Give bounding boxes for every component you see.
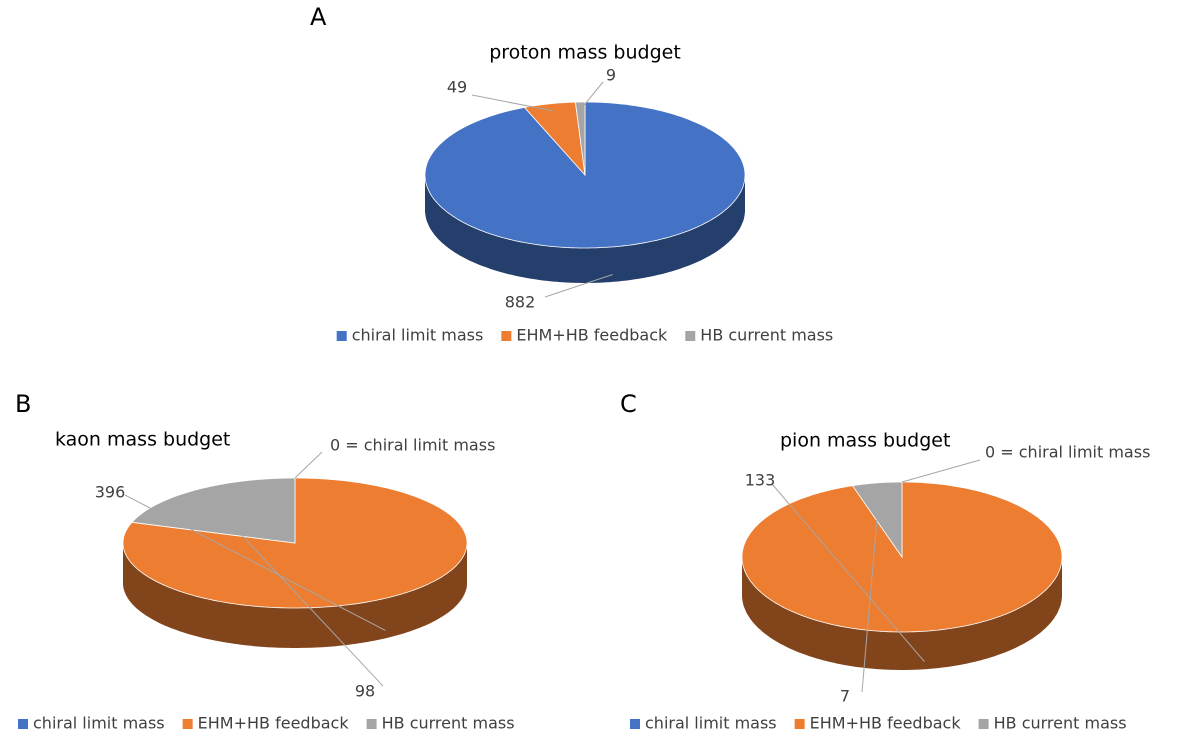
- legend-swatch: [182, 719, 193, 729]
- leader-line: [901, 459, 981, 483]
- slice-side: [742, 557, 1062, 670]
- pie-slice: [574, 101, 586, 176]
- chart-title: proton mass budget: [489, 42, 681, 64]
- data-label: 7: [840, 687, 850, 706]
- legend-swatch: [685, 331, 696, 341]
- leader-line: [580, 81, 604, 110]
- panel-label: B: [15, 390, 31, 418]
- legend-label: HB current mass: [994, 714, 1127, 733]
- slice-side: [123, 543, 467, 648]
- legend: chiral limit mass EHM+HB feedback HB curre…: [18, 714, 515, 733]
- legend: chiral limit mass EHM+HB feedback HB curre…: [630, 714, 1127, 733]
- data-label: 882: [505, 293, 536, 312]
- data-label: 49: [447, 78, 467, 97]
- legend-swatch: [501, 331, 512, 341]
- slice-side: [425, 175, 745, 283]
- data-label: 133: [745, 471, 776, 490]
- legend-swatch: [794, 719, 805, 729]
- legend: chiral limit mass EHM+HB feedback HB curre…: [336, 326, 833, 345]
- legend-swatch: [336, 331, 347, 341]
- leader-line: [544, 274, 613, 298]
- panel-label: A: [310, 3, 327, 31]
- leader-line: [124, 494, 386, 631]
- legend-swatch: [978, 719, 989, 729]
- leader-line: [861, 490, 880, 693]
- chart-title: kaon mass budget: [55, 429, 230, 451]
- legend-label: chiral limit mass: [33, 714, 165, 733]
- legend-label: chiral limit mass: [645, 714, 777, 733]
- pie-slice: [131, 477, 296, 544]
- legend-swatch: [18, 719, 28, 729]
- chart-title: pion mass budget: [780, 430, 950, 452]
- legend-label: EHM+HB feedback: [516, 326, 668, 345]
- legend-swatch: [630, 719, 640, 729]
- legend-label: EHM+HB feedback: [810, 714, 962, 733]
- data-label: 0 = chiral limit mass: [330, 436, 495, 455]
- data-label: 9: [606, 66, 616, 85]
- data-label: 396: [95, 483, 126, 502]
- leader-line: [204, 495, 384, 687]
- legend-label: HB current mass: [382, 714, 515, 733]
- data-label: 98: [355, 682, 375, 701]
- legend-label: HB current mass: [700, 326, 833, 345]
- leader-line: [471, 94, 554, 112]
- leader-line: [294, 451, 323, 479]
- panel-label: C: [620, 390, 637, 418]
- leader-line: [771, 483, 925, 663]
- data-label: 0 = chiral limit mass: [985, 443, 1150, 462]
- legend-swatch: [366, 719, 377, 729]
- legend-label: chiral limit mass: [352, 326, 484, 345]
- legend-label: EHM+HB feedback: [198, 714, 350, 733]
